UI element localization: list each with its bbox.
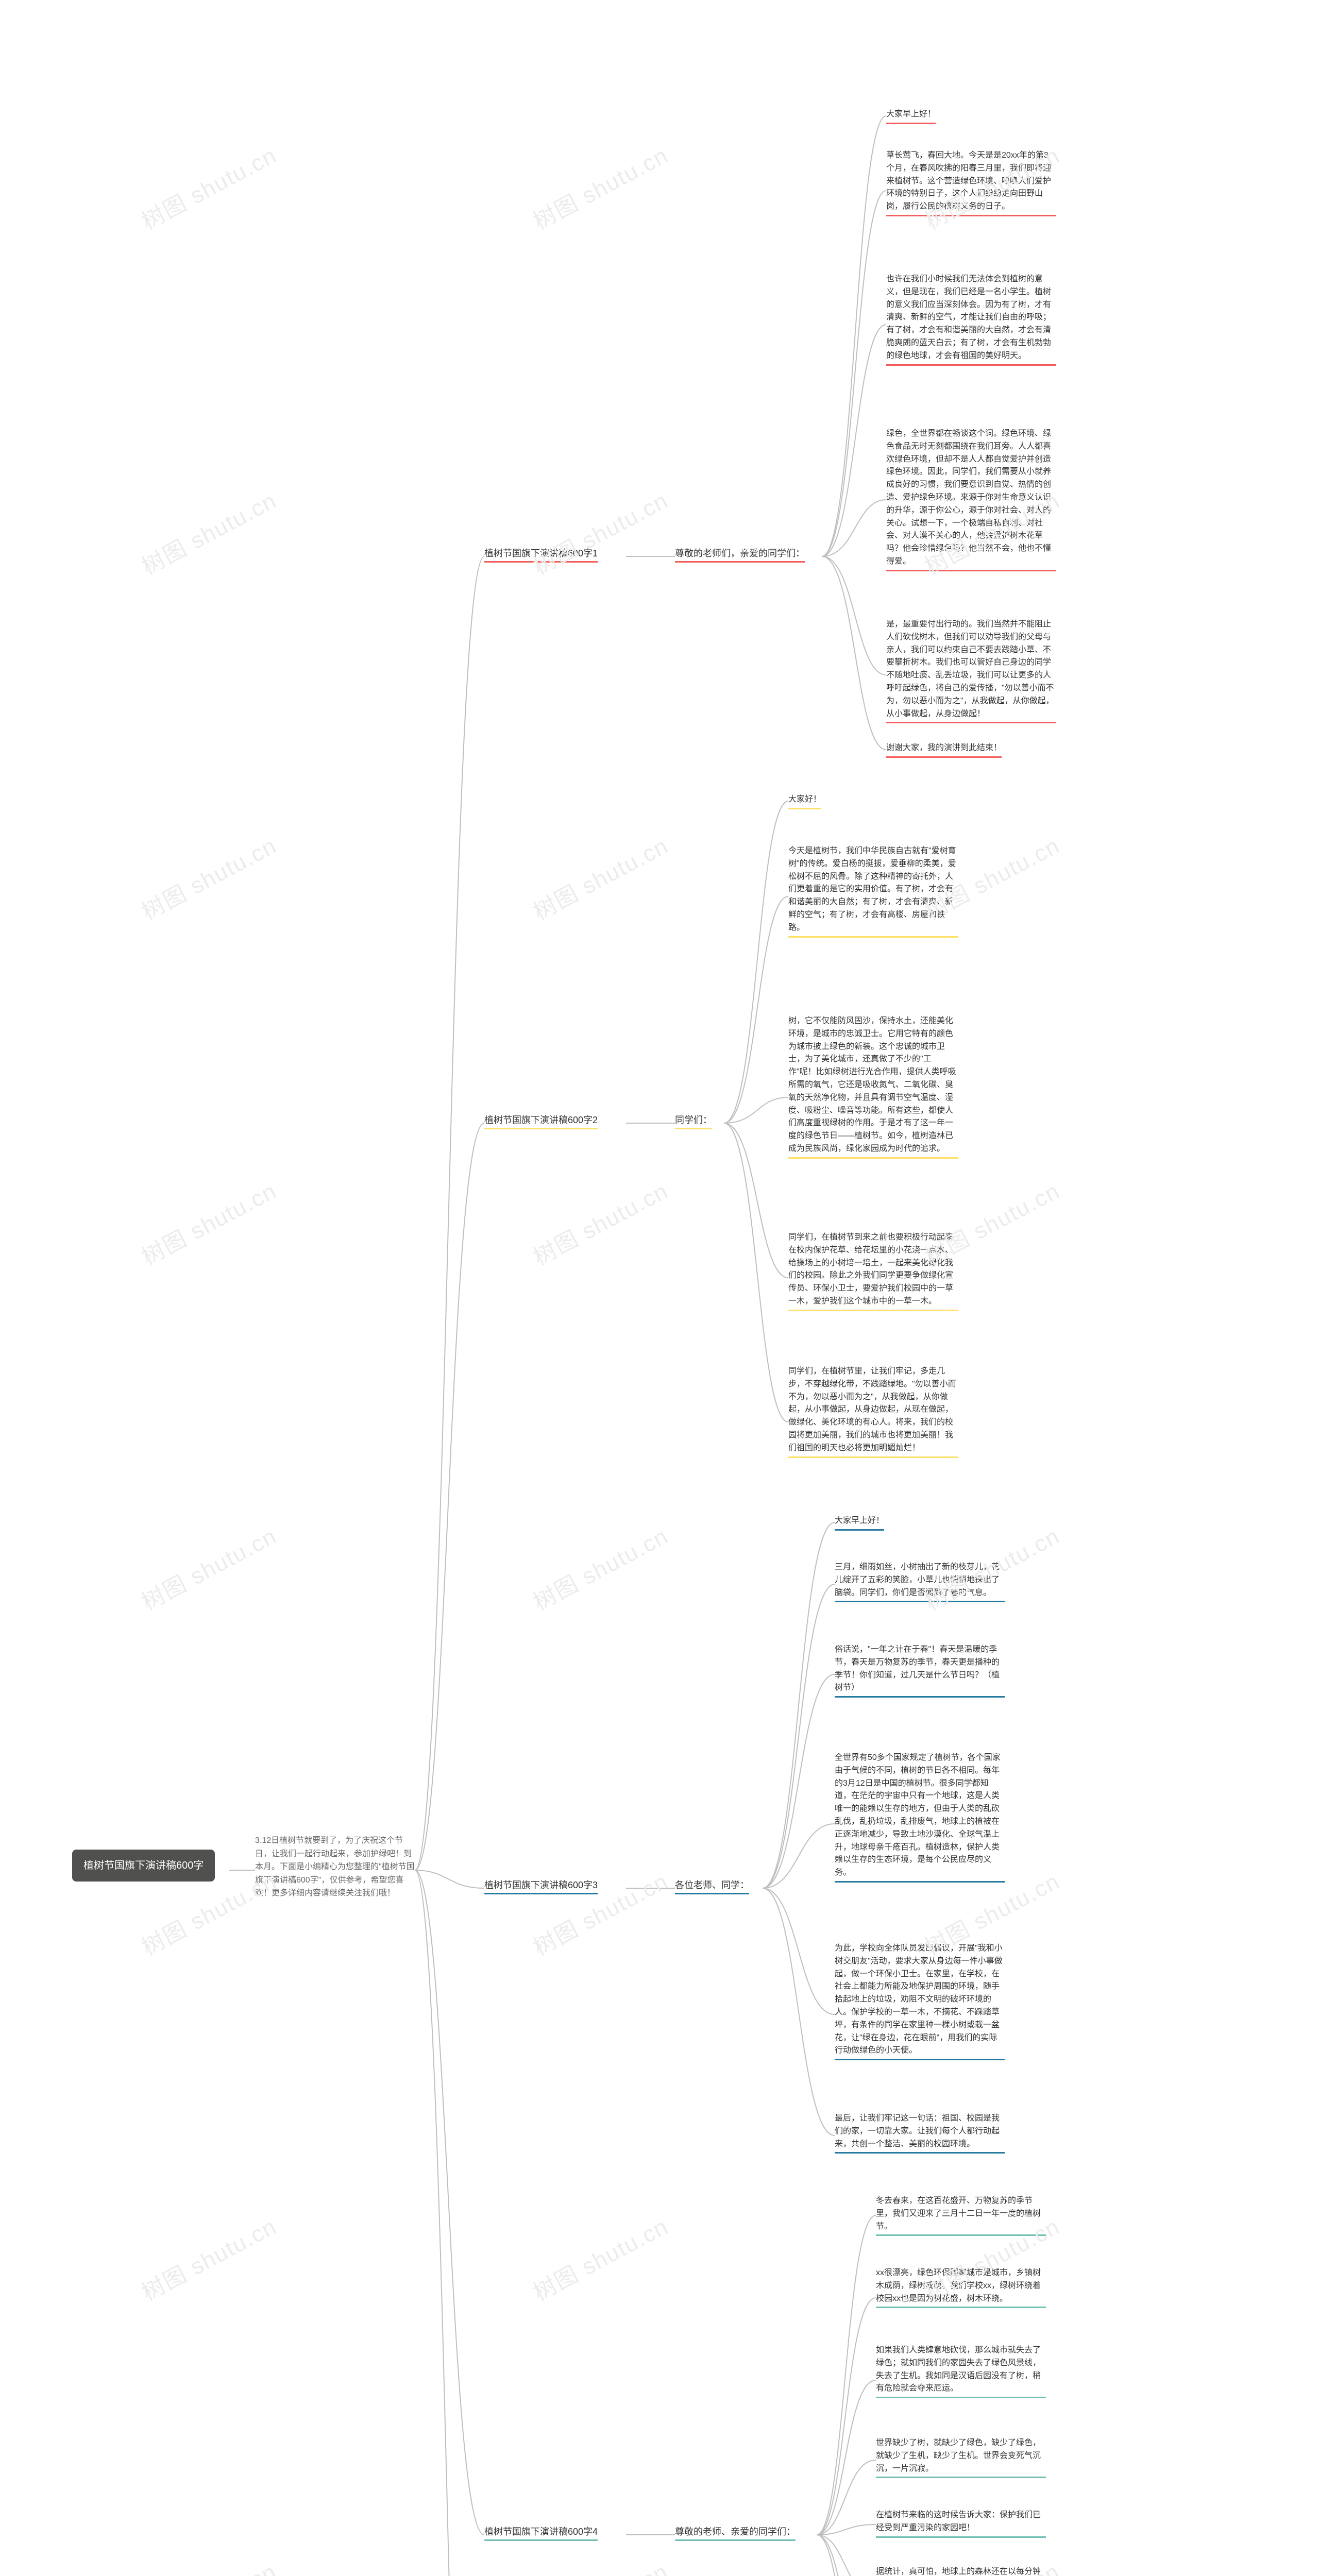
leaf: 为此，学校向全体队员发出倡议，开展"我和小树交朋友"活动，要求大家从身边每一件小… <box>835 1942 1005 2060</box>
branch-4[interactable]: 植树节国旗下演讲稿600字4 <box>484 2524 598 2541</box>
leaf: 世界缺少了树，就缺少了绿色，缺少了绿色，就缺少了生机，缺少了生机。世界会变死气沉… <box>876 2437 1046 2478</box>
mindmap-canvas: 植树节国旗下演讲稿600字 3.12日植树节就要到了，为了庆祝这个节日，让我们一… <box>0 0 1319 2576</box>
root-node[interactable]: 植树节国旗下演讲稿600字 <box>72 1850 215 1882</box>
leaf: 俗话说，"一年之计在于春"！春天是温暖的季节，春天是万物复苏的季节，春天更是播种… <box>835 1643 1005 1698</box>
leaf: 据统计，真可怕，地球上的森林还在以每分钟21公顷的速度消失，每分钟有11公顷的土… <box>876 2566 1046 2576</box>
leaf: 谢谢大家，我的演讲到此结束！ <box>886 742 1002 758</box>
leaf: 在植树节来临的这时候告诉大家：保护我们已经受到严重污染的家园吧！ <box>876 2509 1046 2538</box>
leaf: 也许在我们小时候我们无法体会到植树的意义，但是现在，我们已经是一名小学生。植树的… <box>886 273 1056 366</box>
branch-3[interactable]: 植树节国旗下演讲稿600字3 <box>484 1878 598 1894</box>
leaf: 冬去春来，在这百花盛开、万物复苏的季节里，我们又迎来了三月十二日一年一度的植树节… <box>876 2195 1046 2236</box>
leaf: 是，最重要付出行动的。我们当然并不能阻止人们砍伐树木，但我们可以劝导我们的父母与… <box>886 618 1056 723</box>
branch-2[interactable]: 植树节国旗下演讲稿600字2 <box>484 1113 598 1129</box>
branch-3-sub[interactable]: 各位老师、同学： <box>675 1878 749 1894</box>
leaf: 树，它不仅能防风固沙，保持水土，还能美化环境，是城市的忠诚卫士。它用它特有的颜色… <box>788 1015 958 1159</box>
leaf: 最后，让我们牢记这一句话：祖国、校园是我们的家，一切靠大家。让我们每个人都行动起… <box>835 2112 1005 2154</box>
leaf: 三月，细雨如丝，小树抽出了新的枝芽儿，花儿绽开了五彩的笑脸，小草儿也悄悄地探出了… <box>835 1561 1005 1602</box>
leaf: 同学们，在植树节里，让我们牢记，多走几步，不穿越绿化带，不践踏绿地。"勿以善小而… <box>788 1365 958 1458</box>
branch-2-sub[interactable]: 同学们： <box>675 1113 712 1129</box>
leaf: 草长莺飞，春回大地。今天是是20xx年的第3个月，在春风吹拂的阳春三月里，我们即… <box>886 149 1056 216</box>
branch-1[interactable]: 植树节国旗下演讲稿600字1 <box>484 546 598 563</box>
leaf: 大家早上好！ <box>835 1515 884 1531</box>
root-description: 3.12日植树节就要到了，为了庆祝这个节日，让我们一起行动起来，参加护绿吧！到本… <box>255 1834 415 1900</box>
branch-4-sub[interactable]: 尊敬的老师、亲爱的同学们： <box>675 2524 796 2541</box>
leaf: 大家早上好！ <box>886 108 936 124</box>
branch-1-sub[interactable]: 尊敬的老师们，亲爱的同学们： <box>675 546 805 563</box>
leaf: 同学们，在植树节到来之前也要积极行动起来在校内保护花草、给花坛里的小花浇一点水、… <box>788 1231 958 1311</box>
leaf: 全世界有50多个国家规定了植树节，各个国家由于气候的不同，植树的节日各不相同。每… <box>835 1752 1005 1883</box>
leaf: 如果我们人类肆意地砍伐，那么城市就失去了绿色；就如同我们的家园失去了绿色风景线，… <box>876 2344 1046 2398</box>
leaf: 绿色，全世界都在畅谈这个词。绿色环境、绿色食品无时无刻都围绕在我们耳旁。人人都喜… <box>886 428 1056 571</box>
leaf: xx很漂亮，绿色环保国家城市是城市，乡镇树木成荫，绿树成荫。我们学校xx，绿树环… <box>876 2267 1046 2308</box>
leaf: 今天是植树节，我们中华民族自古就有"爱树育树"的传统。爱白杨的挺拔，爱垂柳的柔美… <box>788 845 958 938</box>
connector-lines <box>0 0 1319 2576</box>
root-title: 植树节国旗下演讲稿600字 <box>83 1860 204 1871</box>
leaf: 大家好！ <box>788 793 821 809</box>
